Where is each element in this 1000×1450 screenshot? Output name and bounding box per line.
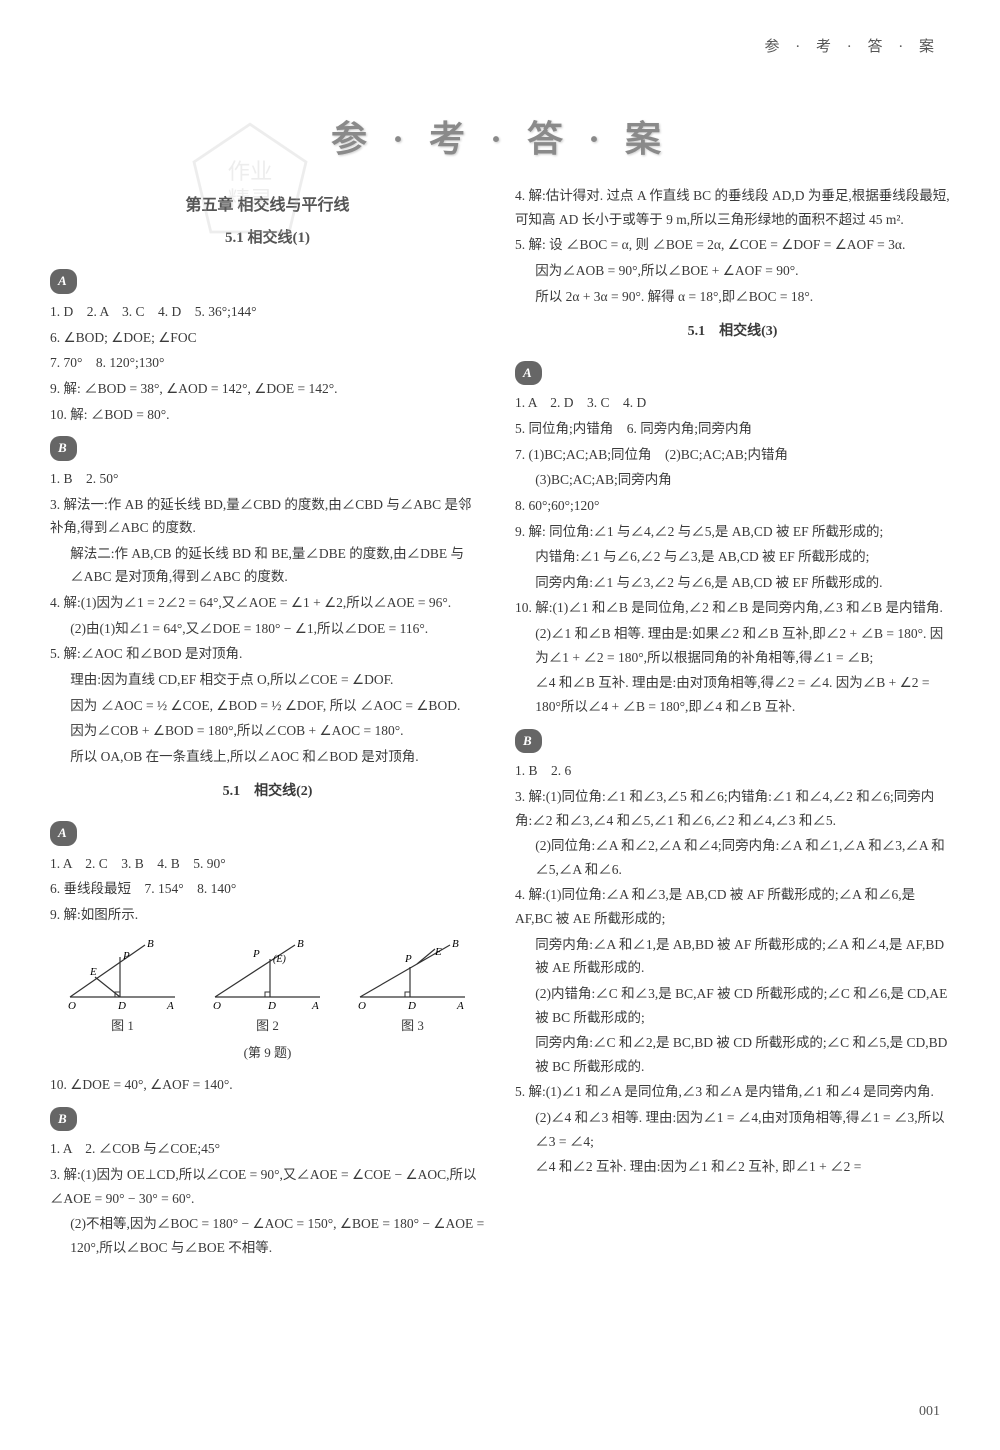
answer-line: 4. 解:(1)因为∠1 = 2∠2 = 64°,又∠AOE = ∠1 + ∠2… xyxy=(50,591,485,615)
svg-text:B: B xyxy=(147,938,154,950)
svg-text:E: E xyxy=(89,966,97,978)
svg-text:B: B xyxy=(297,938,304,950)
svg-text:B: B xyxy=(452,938,459,950)
answer-line: 7. 70° 8. 120°;130° xyxy=(50,351,485,375)
answer-line: 解法二:作 AB,CB 的延长线 BD 和 BE,量∠DBE 的度数,由∠DBE… xyxy=(50,542,485,589)
answer-line: (2)由(1)知∠1 = 64°,又∠DOE = 180° − ∠1,所以∠DO… xyxy=(50,617,485,641)
answer-line: 因为∠AOB = 90°,所以∠BOE + ∠AOF = 90°. xyxy=(515,259,950,283)
svg-text:作业: 作业 xyxy=(228,159,273,184)
badge-b: B xyxy=(50,436,77,461)
badge-b: B xyxy=(50,1107,77,1132)
content-columns: 第五章 相交线与平行线 5.1 相交线(1) A 1. D 2. A 3. C … xyxy=(50,182,950,1262)
answer-line: 10. 解:(1)∠1 和∠B 是同位角,∠2 和∠B 是同旁内角,∠3 和∠B… xyxy=(515,596,950,620)
answer-line: 内错角:∠1 与∠6,∠2 与∠3,是 AB,CD 被 EF 所截形成的; xyxy=(515,545,950,569)
badge-a: A xyxy=(50,269,77,294)
figure-label: 图 3 xyxy=(355,1015,470,1038)
figure-label: 图 2 xyxy=(210,1015,325,1038)
answer-line: 9. 解: ∠BOD = 38°, ∠AOD = 142°, ∠DOE = 14… xyxy=(50,377,485,401)
answer-line: 9. 解:如图所示. xyxy=(50,903,485,927)
answer-line: 6. ∠BOD; ∠DOE; ∠FOC xyxy=(50,326,485,350)
answer-line: 9. 解: 同位角:∠1 与∠4,∠2 与∠5,是 AB,CD 被 EF 所截形… xyxy=(515,520,950,544)
answer-line: (2)∠4 和∠3 相等. 理由:因为∠1 = ∠4,由对顶角相等,得∠1 = … xyxy=(515,1106,950,1153)
answer-line: 6. 垂线段最短 7. 154° 8. 140° xyxy=(50,877,485,901)
answer-line: ∠4 和∠B 互补. 理由是:由对顶角相等,得∠2 = ∠4. 因为∠B + ∠… xyxy=(515,671,950,718)
answer-line: 4. 解:估计得对. 过点 A 作直线 BC 的垂线段 AD,D 为垂足,根据垂… xyxy=(515,184,950,231)
answer-line: 7. (1)BC;AC;AB;同位角 (2)BC;AC;AB;内错角 xyxy=(515,443,950,467)
badge-a: A xyxy=(515,361,542,386)
answer-line: 1. A 2. ∠COB 与∠COE;45° xyxy=(50,1137,485,1161)
answer-line: 8. 60°;60°;120° xyxy=(515,494,950,518)
svg-text:D: D xyxy=(117,1000,126,1012)
section-title-5-1-2: 5.1 相交线(2) xyxy=(50,780,485,805)
badge-a: A xyxy=(50,821,77,846)
answer-line: (3)BC;AC;AB;同旁内角 xyxy=(515,468,950,492)
answer-line: 1. D 2. A 3. C 4. D 5. 36°;144° xyxy=(50,300,485,324)
svg-text:P: P xyxy=(404,953,412,965)
answer-line: 因为 ∠AOC = ½ ∠COE, ∠BOD = ½ ∠DOF, 所以 ∠AOC… xyxy=(50,694,485,718)
figure-caption: (第 9 题) xyxy=(50,1042,485,1065)
answer-line: 1. A 2. D 3. C 4. D xyxy=(515,391,950,415)
chapter-title: 第五章 相交线与平行线 xyxy=(50,192,485,220)
svg-text:D: D xyxy=(407,1000,416,1012)
figure-1: O D A B E P 图 1 xyxy=(65,937,180,1038)
section-title-5-1-3: 5.1 相交线(3) xyxy=(515,320,950,345)
figure-2: O D A B P (E) 图 2 xyxy=(210,937,325,1038)
answer-line: 5. 同位角;内错角 6. 同旁内角;同旁内角 xyxy=(515,417,950,441)
answer-line: 3. 解法一:作 AB 的延长线 BD,量∠CBD 的度数,由∠CBD 与∠AB… xyxy=(50,493,485,540)
answer-line: 1. B 2. 6 xyxy=(515,759,950,783)
svg-text:A: A xyxy=(166,1000,174,1012)
svg-text:P: P xyxy=(252,948,260,960)
svg-text:O: O xyxy=(68,1000,76,1012)
svg-text:A: A xyxy=(456,1000,464,1012)
page-number: 001 xyxy=(919,1404,940,1420)
answer-line: 同旁内角:∠1 与∠3,∠2 与∠6,是 AB,CD 被 EF 所截形成的. xyxy=(515,571,950,595)
answer-line: (2)∠1 和∠B 相等. 理由是:如果∠2 和∠B 互补,即∠2 + ∠B =… xyxy=(515,622,950,669)
answer-line: 同旁内角:∠C 和∠2,是 BC,BD 被 CD 所截形成的;∠C 和∠5,是 … xyxy=(515,1031,950,1078)
answer-line: 因为∠COB + ∠BOD = 180°,所以∠COB + ∠AOC = 180… xyxy=(50,719,485,743)
figure-row: O D A B E P 图 1 O D A B xyxy=(50,937,485,1038)
answer-line: 3. 解:(1)同位角:∠1 和∠3,∠5 和∠6;内错角:∠1 和∠4,∠2 … xyxy=(515,785,950,832)
svg-text:D: D xyxy=(267,1000,276,1012)
svg-text:A: A xyxy=(311,1000,319,1012)
answer-line: 理由:因为直线 CD,EF 相交于点 O,所以∠COE = ∠DOF. xyxy=(50,668,485,692)
running-header: 参 · 考 · 答 · 案 xyxy=(765,35,941,56)
answer-line: 同旁内角:∠A 和∠1,是 AB,BD 被 AF 所截形成的;∠A 和∠4,是 … xyxy=(515,933,950,980)
page-title: 参 · 考 · 答 · 案 xyxy=(50,110,950,162)
svg-text:(E): (E) xyxy=(273,954,286,965)
answer-line: 5. 解: 设 ∠BOC = α, 则 ∠BOE = 2α, ∠COE = ∠D… xyxy=(515,233,950,257)
left-column: 第五章 相交线与平行线 5.1 相交线(1) A 1. D 2. A 3. C … xyxy=(50,182,485,1262)
answer-line: (2)内错角:∠C 和∠3,是 BC,AF 被 CD 所截形成的;∠C 和∠6,… xyxy=(515,982,950,1029)
answer-line: 1. B 2. 50° xyxy=(50,467,485,491)
answer-line: 5. 解:∠AOC 和∠BOD 是对顶角. xyxy=(50,642,485,666)
answer-line: 10. 解: ∠BOD = 80°. xyxy=(50,403,485,427)
answer-line: 所以 2α + 3α = 90°. 解得 α = 18°,即∠BOC = 18°… xyxy=(515,285,950,309)
answer-line: 1. A 2. C 3. B 4. B 5. 90° xyxy=(50,852,485,876)
answer-line: 5. 解:(1)∠1 和∠A 是同位角,∠3 和∠A 是内错角,∠1 和∠4 是… xyxy=(515,1080,950,1104)
svg-text:O: O xyxy=(213,1000,221,1012)
section-title-5-1-1: 5.1 相交线(1) xyxy=(50,225,485,251)
answer-line: 所以 OA,OB 在一条直线上,所以∠AOC 和∠BOD 是对顶角. xyxy=(50,745,485,769)
svg-text:O: O xyxy=(358,1000,366,1012)
answer-line: ∠4 和∠2 互补. 理由:因为∠1 和∠2 互补, 即∠1 + ∠2 = xyxy=(515,1155,950,1179)
svg-text:P: P xyxy=(122,950,130,962)
answer-line: 10. ∠DOE = 40°, ∠AOF = 140°. xyxy=(50,1073,485,1097)
figure-label: 图 1 xyxy=(65,1015,180,1038)
svg-text:E: E xyxy=(434,946,442,958)
figure-3: O D A B P E 图 3 xyxy=(355,937,470,1038)
badge-b: B xyxy=(515,729,542,754)
answer-line: 3. 解:(1)因为 OE⊥CD,所以∠COE = 90°,又∠AOE = ∠C… xyxy=(50,1163,485,1210)
answer-line: (2)不相等,因为∠BOC = 180° − ∠AOC = 150°, ∠BOE… xyxy=(50,1212,485,1259)
right-column: 4. 解:估计得对. 过点 A 作直线 BC 的垂线段 AD,D 为垂足,根据垂… xyxy=(515,182,950,1262)
answer-line: (2)同位角:∠A 和∠2,∠A 和∠4;同旁内角:∠A 和∠1,∠A 和∠3,… xyxy=(515,834,950,881)
answer-line: 4. 解:(1)同位角:∠A 和∠3,是 AB,CD 被 AF 所截形成的;∠A… xyxy=(515,883,950,930)
